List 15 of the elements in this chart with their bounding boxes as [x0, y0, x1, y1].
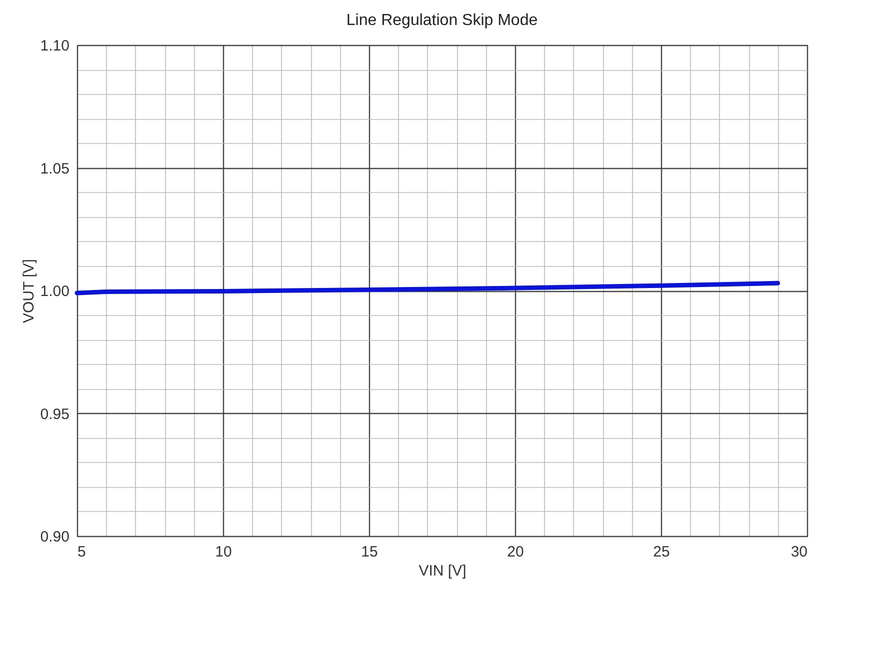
x-tick-label: 5 — [78, 544, 86, 560]
x-tick-label: 10 — [215, 544, 232, 560]
x-tick-label: 15 — [361, 544, 378, 560]
x-tick-label: 30 — [790, 544, 808, 560]
x-axis-title: VIN [V] — [418, 562, 466, 580]
y-axis-title: VOUT [V] — [20, 259, 38, 323]
y-tick-label: 1.00 — [40, 283, 70, 300]
y-tick-label: 0.90 — [40, 528, 70, 546]
chart-title: Line Regulation Skip Mode — [346, 12, 538, 29]
y-tick-label: 1.05 — [40, 160, 70, 178]
line-series — [74, 280, 780, 296]
x-tick-label: 20 — [507, 544, 524, 560]
y-tick-label: 0.95 — [40, 406, 70, 423]
y-tick-label: 1.10 — [40, 38, 70, 54]
x-tick-label: 25 — [653, 544, 670, 560]
